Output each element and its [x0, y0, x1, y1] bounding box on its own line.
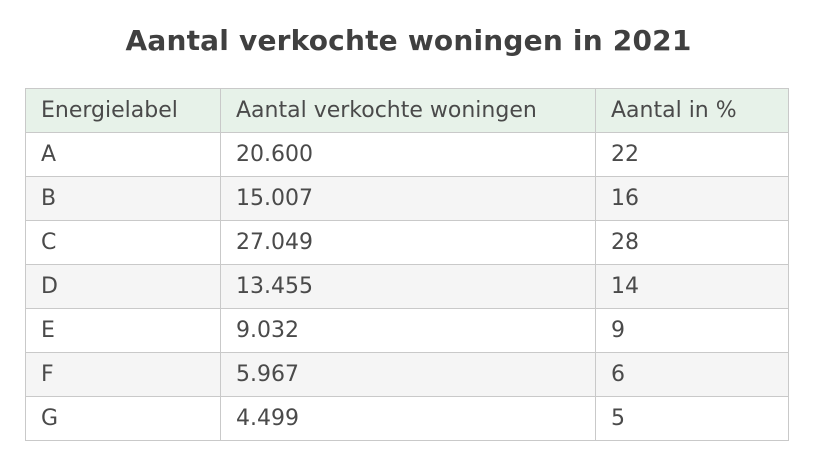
sold-count-cell: 13.455	[220, 264, 596, 309]
energy-label-cell: E	[25, 308, 221, 353]
sold-count-cell: 4.499	[220, 396, 596, 441]
table-row: E 9.032 9	[25, 308, 789, 353]
percentage-cell: 5	[595, 396, 789, 441]
energy-label-cell: F	[25, 352, 221, 397]
energy-label-cell: A	[25, 132, 221, 177]
table-row: B 15.007 16	[25, 176, 789, 221]
column-header-aantal-verkochte-woningen: Aantal verkochte woningen	[220, 88, 596, 133]
sold-count-cell: 27.049	[220, 220, 596, 265]
sold-count-cell: 15.007	[220, 176, 596, 221]
energy-label-cell: D	[25, 264, 221, 309]
table-row: C 27.049 28	[25, 220, 789, 265]
energy-label-cell: G	[25, 396, 221, 441]
sold-count-cell: 5.967	[220, 352, 596, 397]
column-header-energielabel: Energielabel	[25, 88, 221, 133]
sold-count-cell: 20.600	[220, 132, 596, 177]
percentage-cell: 9	[595, 308, 789, 353]
table-row: G 4.499 5	[25, 396, 789, 441]
energy-label-cell: B	[25, 176, 221, 221]
percentage-cell: 28	[595, 220, 789, 265]
table-row: F 5.967 6	[25, 352, 789, 397]
sold-count-cell: 9.032	[220, 308, 596, 353]
table-row: A 20.600 22	[25, 132, 789, 177]
percentage-cell: 16	[595, 176, 789, 221]
energy-label-table: Energielabel Aantal verkochte woningen A…	[25, 88, 789, 441]
percentage-cell: 22	[595, 132, 789, 177]
column-header-aantal-in-procent: Aantal in %	[595, 88, 789, 133]
page-title: Aantal verkochte woningen in 2021	[125, 24, 692, 57]
table-row: D 13.455 14	[25, 264, 789, 309]
table-header-row: Energielabel Aantal verkochte woningen A…	[25, 88, 789, 133]
percentage-cell: 14	[595, 264, 789, 309]
energy-label-cell: C	[25, 220, 221, 265]
percentage-cell: 6	[595, 352, 789, 397]
